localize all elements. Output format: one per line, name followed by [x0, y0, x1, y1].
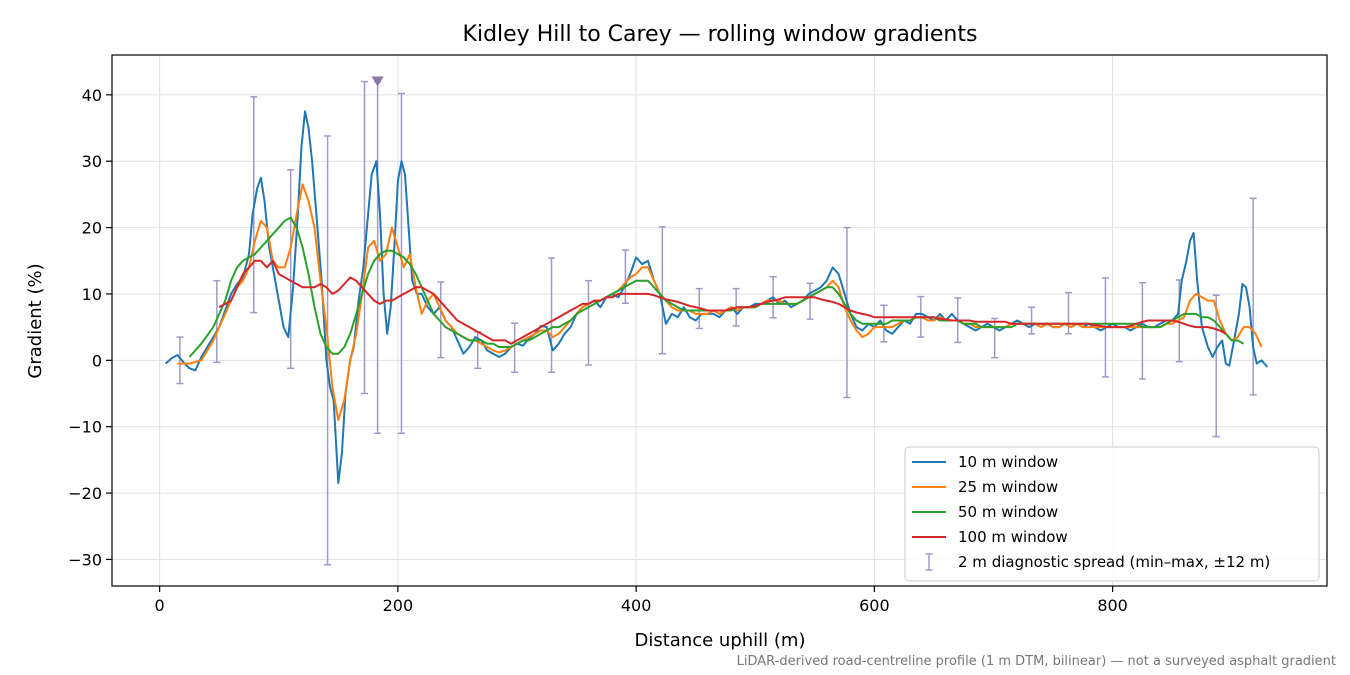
legend-label: 25 m window	[958, 478, 1058, 496]
legend-box	[904, 446, 1320, 582]
x-axis-label: Distance uphill (m)	[635, 630, 806, 651]
plot-frame	[111, 54, 1328, 587]
y-tick-label: −30	[68, 550, 102, 569]
y-tick-label: 30	[82, 152, 102, 171]
x-tick-label: 600	[859, 596, 890, 615]
y-tick-label: −20	[68, 484, 102, 503]
x-tick-label: 400	[621, 596, 652, 615]
footnote: LiDAR-derived road-centreline profile (1…	[737, 654, 1336, 669]
series-lines	[164, 110, 1269, 485]
legend: 10 m window 25 m window 50 m window 100 m w…	[904, 446, 1320, 582]
legend-label: 100 m window	[958, 528, 1068, 546]
x-tick-label: 800	[1097, 596, 1128, 615]
y-tick-label: 40	[82, 86, 102, 105]
x-tick-label: 0	[155, 596, 165, 615]
legend-label: 50 m window	[958, 503, 1058, 521]
y-tick-label: −10	[68, 418, 102, 437]
legend-label: 2 m diagnostic spread (min–max, ±12 m)	[958, 553, 1270, 571]
y-axis-label: Gradient (%)	[25, 263, 46, 378]
series-line	[164, 110, 1269, 485]
chart-title: Kidley Hill to Carey — rolling window gr…	[463, 22, 978, 47]
y-tick-label: 20	[82, 219, 102, 238]
y-tick-label: 0	[92, 351, 102, 370]
series-line	[177, 183, 1263, 422]
clipped-value-marker	[371, 76, 384, 87]
y-tick-label: 10	[82, 285, 102, 304]
axis-ticks: 0 200 400 600 800 −30 −20 −10 0 10 20 30 40	[68, 86, 1128, 615]
legend-label: 10 m window	[958, 453, 1058, 471]
x-tick-label: 200	[383, 596, 414, 615]
series-line	[218, 259, 1227, 345]
